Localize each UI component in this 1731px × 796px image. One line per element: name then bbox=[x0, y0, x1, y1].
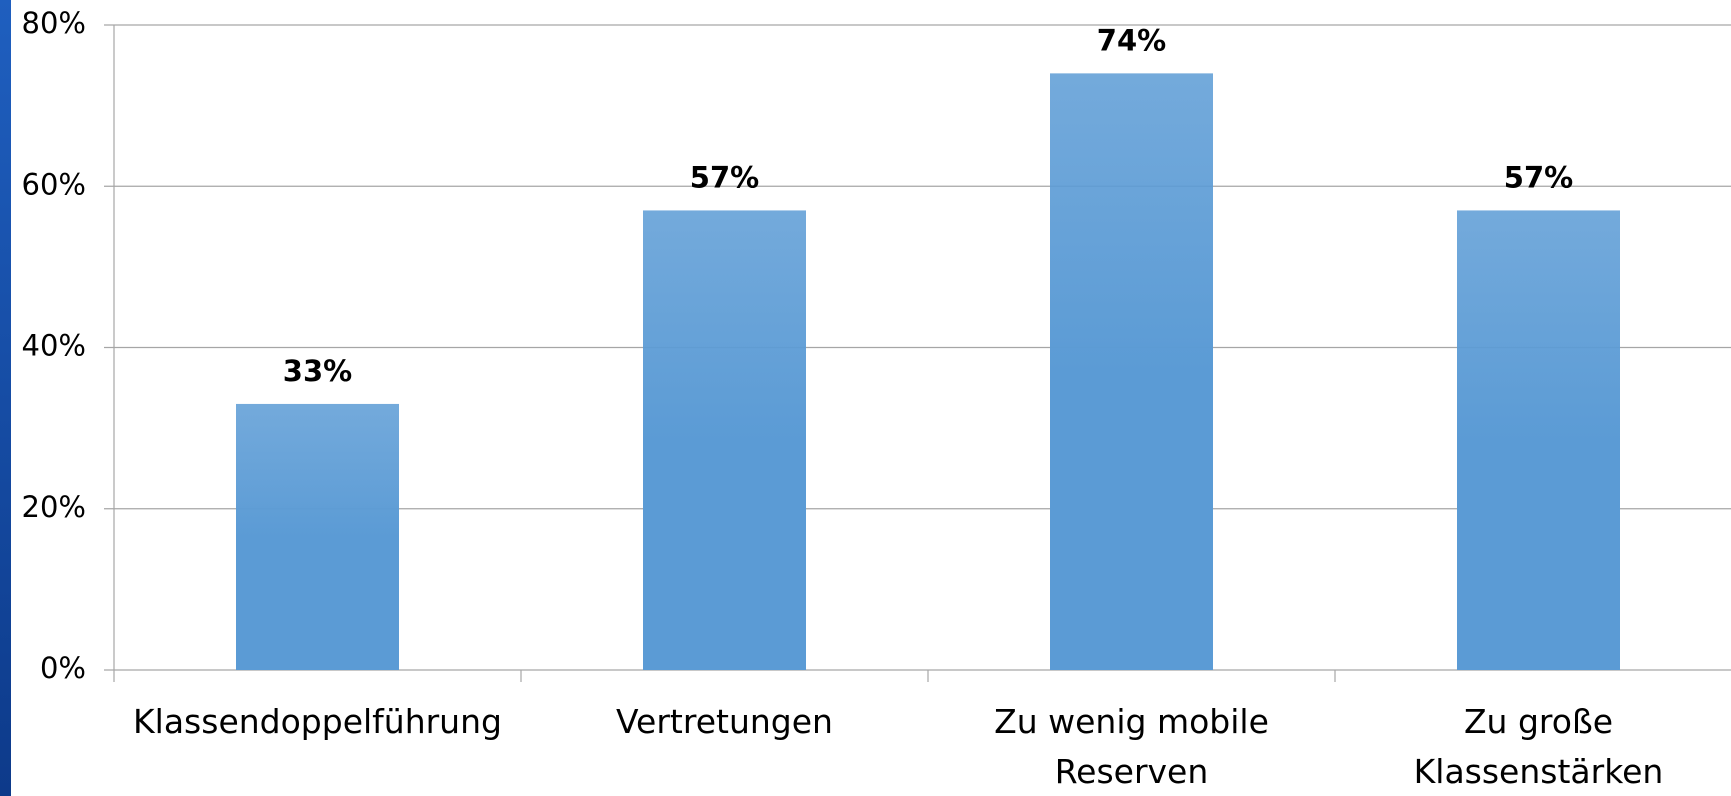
y-tick-label: 60% bbox=[22, 167, 86, 201]
x-tick-label: Zu wenig mobile Reserven bbox=[994, 702, 1269, 791]
data-label: 33% bbox=[283, 354, 352, 388]
y-tick-label: 40% bbox=[22, 329, 86, 363]
data-label: 57% bbox=[690, 160, 759, 194]
data-label: 57% bbox=[1504, 160, 1573, 194]
x-tick-label: Vertretungen bbox=[616, 702, 833, 741]
bar bbox=[1050, 73, 1213, 670]
y-tick-label: 80% bbox=[22, 6, 86, 40]
side-strip bbox=[0, 0, 11, 796]
x-tick-label: Zu große Klassenstärken bbox=[1413, 702, 1664, 791]
bar bbox=[1457, 210, 1620, 670]
x-tick-label: Klassendoppelführung bbox=[133, 702, 502, 741]
data-label: 74% bbox=[1097, 23, 1166, 57]
y-tick-label: 20% bbox=[22, 490, 86, 524]
bar bbox=[236, 403, 399, 670]
bar bbox=[643, 210, 806, 670]
y-tick-label: 0% bbox=[40, 651, 86, 685]
